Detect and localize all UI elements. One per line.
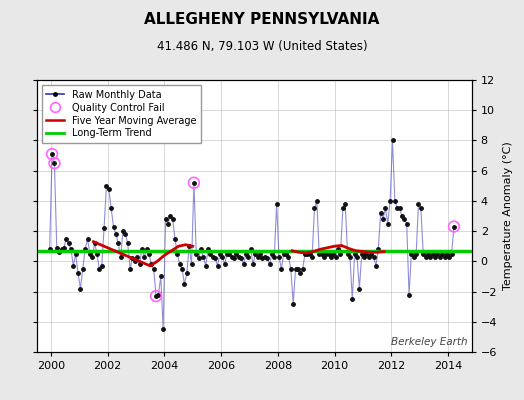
Point	[48, 151, 56, 157]
Text: ALLEGHENY PENNSYLVANIA: ALLEGHENY PENNSYLVANIA	[144, 12, 380, 27]
Y-axis label: Temperature Anomaly (°C): Temperature Anomaly (°C)	[503, 142, 512, 290]
Text: Berkeley Earth: Berkeley Earth	[390, 336, 467, 346]
Legend: Raw Monthly Data, Quality Control Fail, Five Year Moving Average, Long-Term Tren: Raw Monthly Data, Quality Control Fail, …	[41, 85, 201, 143]
Point	[450, 223, 458, 230]
Point	[152, 293, 160, 299]
Point	[50, 160, 59, 166]
Text: 41.486 N, 79.103 W (United States): 41.486 N, 79.103 W (United States)	[157, 40, 367, 53]
Point	[190, 180, 198, 186]
